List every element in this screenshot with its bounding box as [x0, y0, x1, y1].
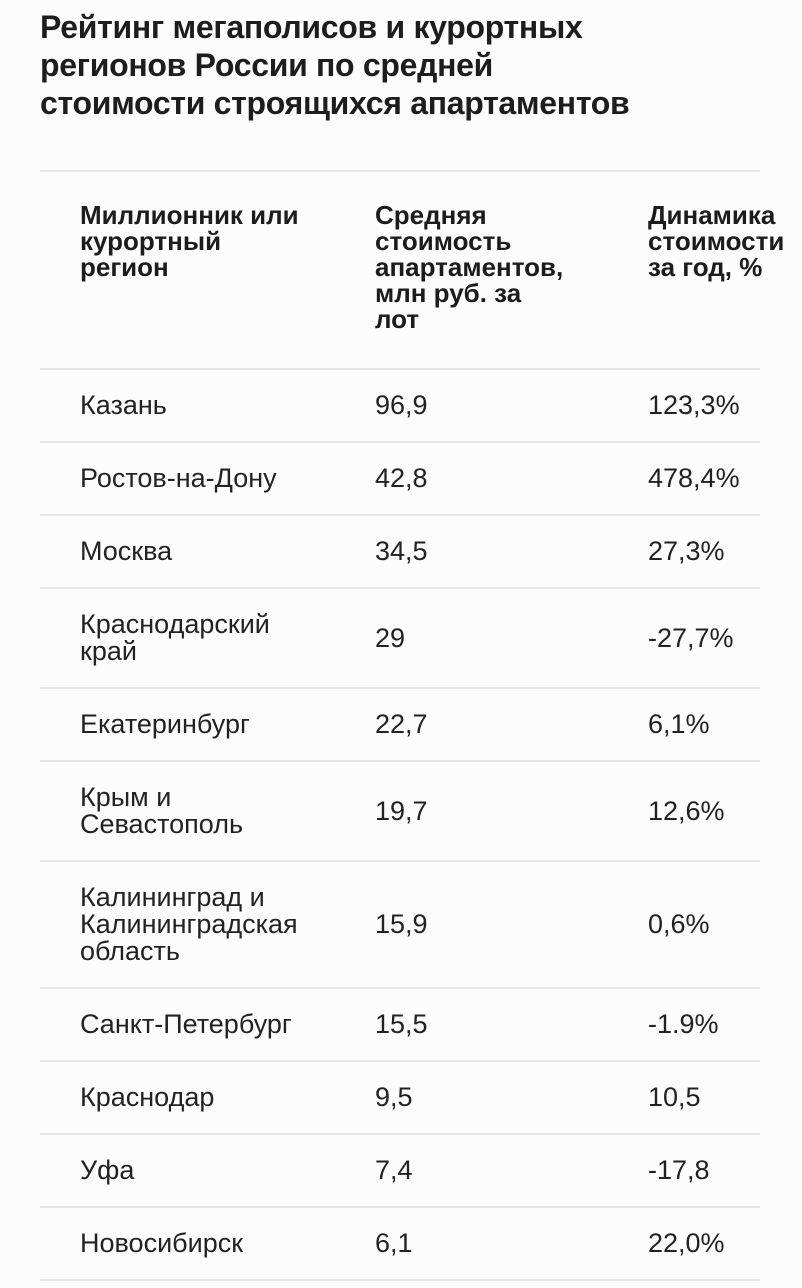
- column-header-line: курортный: [80, 226, 222, 256]
- region-cell: Москва: [80, 536, 173, 566]
- region-cell: Новосибирск: [80, 1228, 244, 1258]
- column-header-line: за год, %: [648, 252, 763, 282]
- region-cell: Казань: [80, 390, 167, 420]
- price-cell: 34,5: [375, 536, 428, 566]
- title-line: стоимости строящихся апартаментов: [40, 85, 630, 121]
- page-title: Рейтинг мегаполисов и курортных регионов…: [40, 8, 802, 122]
- table-row: Санкт-Петербург 15,5 -1.9%: [40, 989, 760, 1062]
- change-cell: 123,3%: [648, 390, 740, 420]
- title-line: Рейтинг мегаполисов и курортных: [40, 9, 583, 45]
- price-cell: 19,7: [375, 795, 428, 826]
- price-cell: 6,1: [375, 1228, 413, 1258]
- column-header-region: Миллионник или курортный регион: [80, 202, 308, 280]
- table-row: Казань 96,9 123,3%: [40, 370, 760, 443]
- region-cell: Краснодар: [80, 1082, 215, 1112]
- column-header-change: Динамика стоимости за год, %: [648, 202, 802, 280]
- table-row: Калининград и Калининградская область 15…: [40, 862, 760, 989]
- column-header-line: Средняя: [375, 200, 487, 230]
- price-cell: 15,5: [375, 1009, 428, 1039]
- column-header-price: Средняя стоимость апартаментов, млн руб.…: [375, 202, 648, 332]
- table-row: Ростов-на-Дону 42,8 478,4%: [40, 443, 760, 516]
- price-cell: 96,9: [375, 390, 428, 420]
- region-cell: Екатеринбург: [80, 709, 250, 739]
- table-row: Краснодарский край 29 -27,7%: [40, 589, 760, 689]
- column-header-line: регион: [80, 252, 169, 282]
- table-row: Краснодар 9,5 10,5: [40, 1062, 760, 1135]
- change-cell: 12,6%: [648, 795, 725, 826]
- region-cell: Уфа: [80, 1155, 135, 1185]
- change-cell: 6,1%: [648, 709, 710, 739]
- price-cell: 42,8: [375, 463, 428, 493]
- region-cell: Ростов-на-Дону: [80, 463, 277, 493]
- title-line: регионов России по средней: [40, 47, 494, 83]
- table-row: Москва 34,5 27,3%: [40, 516, 760, 589]
- region-cell: Калининград и Калининградская область: [80, 882, 298, 966]
- table-header-row: Миллионник или курортный регион Средняя …: [40, 170, 784, 370]
- table-row: Уфа 7,4 -17,8: [40, 1135, 760, 1208]
- price-cell: 9,5: [375, 1082, 413, 1112]
- column-header-line: стоимости: [648, 226, 785, 256]
- table-row: Новосибирск 6,1 22,0%: [40, 1208, 760, 1281]
- table-row: Крым и Севастополь 19,7 12,6%: [40, 762, 760, 862]
- column-header-line: млн руб. за: [375, 278, 522, 308]
- change-cell: 10,5: [648, 1082, 701, 1112]
- change-cell: 27,3%: [648, 536, 725, 566]
- change-cell: -27,7%: [648, 622, 734, 653]
- table-row: Екатеринбург 22,7 6,1%: [40, 689, 760, 762]
- region-cell: Крым и Севастополь: [80, 782, 244, 839]
- column-header-line: Динамика: [648, 200, 776, 230]
- region-cell: Санкт-Петербург: [80, 1009, 292, 1039]
- price-cell: 7,4: [375, 1155, 413, 1185]
- change-cell: -1.9%: [648, 1009, 719, 1039]
- change-cell: 22,0%: [648, 1228, 725, 1258]
- price-cell: 29: [375, 622, 406, 653]
- ranking-table: Миллионник или курортный регион Средняя …: [40, 170, 784, 1281]
- column-header-line: лот: [375, 304, 420, 334]
- price-cell: 22,7: [375, 709, 428, 739]
- change-cell: -17,8: [648, 1155, 710, 1185]
- column-header-line: стоимость: [375, 226, 512, 256]
- change-cell: 0,6%: [648, 909, 710, 939]
- column-header-line: Миллионник или: [80, 200, 299, 230]
- region-cell: Краснодарский край: [80, 609, 270, 666]
- price-cell: 15,9: [375, 909, 428, 939]
- column-header-line: апартаментов,: [375, 252, 564, 282]
- apartment-price-ranking-infographic: Рейтинг мегаполисов и курортных регионов…: [0, 8, 802, 1288]
- change-cell: 478,4%: [648, 463, 740, 493]
- table-body: Казань 96,9 123,3% Ростов-на-Дону 42,8 4…: [40, 370, 760, 1281]
